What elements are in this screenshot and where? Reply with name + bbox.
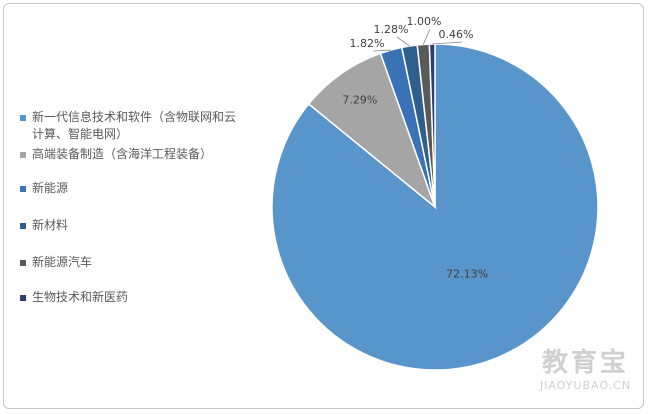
- leader-line: [372, 49, 392, 52]
- legend-label: 新一代信息技术和软件（含物联网和云计算、智能电网）: [32, 110, 237, 141]
- data-label: 0.46%: [439, 28, 474, 41]
- leader-line: [432, 41, 463, 45]
- chart-frame: [3, 3, 644, 409]
- legend-marker: [20, 186, 26, 192]
- legend-item: 新能源: [20, 180, 247, 197]
- legend-item: 新一代信息技术和软件（含物联网和云计算、智能电网）: [20, 109, 247, 143]
- data-label: 1.00%: [407, 15, 442, 28]
- leader-line: [396, 36, 410, 47]
- pie-slice: [307, 52, 437, 210]
- legend-label: 高端装备制造（含海洋工程装备）: [32, 147, 213, 161]
- legend-marker: [20, 260, 26, 266]
- data-label: 1.82%: [350, 37, 385, 50]
- data-label: 1.28%: [374, 23, 409, 36]
- legend-item: 高端装备制造（含海洋工程装备）: [20, 146, 247, 163]
- data-label: 72.13%: [446, 268, 488, 281]
- watermark: 教育宝 JIAOYUBAO.CN: [540, 342, 631, 392]
- legend-marker: [20, 223, 26, 229]
- legend-label: 生物技术和新医药: [32, 290, 129, 304]
- data-label: 7.29%: [342, 93, 377, 106]
- legend-marker: [20, 295, 26, 301]
- legend-item: 生物技术和新医药: [20, 289, 247, 306]
- legend-label: 新能源: [32, 181, 69, 195]
- legend-item: 新能源汽车: [20, 254, 247, 271]
- legend-marker: [20, 152, 26, 158]
- leader-line: [422, 28, 431, 45]
- legend-marker: [20, 115, 26, 121]
- legend-label: 新能源汽车: [32, 255, 93, 269]
- watermark-url: JIAOYUBAO.CN: [539, 379, 631, 392]
- watermark-name: 教育宝: [541, 348, 629, 378]
- legend-label: 新材料: [32, 218, 69, 232]
- legend-item: 新材料: [20, 217, 247, 234]
